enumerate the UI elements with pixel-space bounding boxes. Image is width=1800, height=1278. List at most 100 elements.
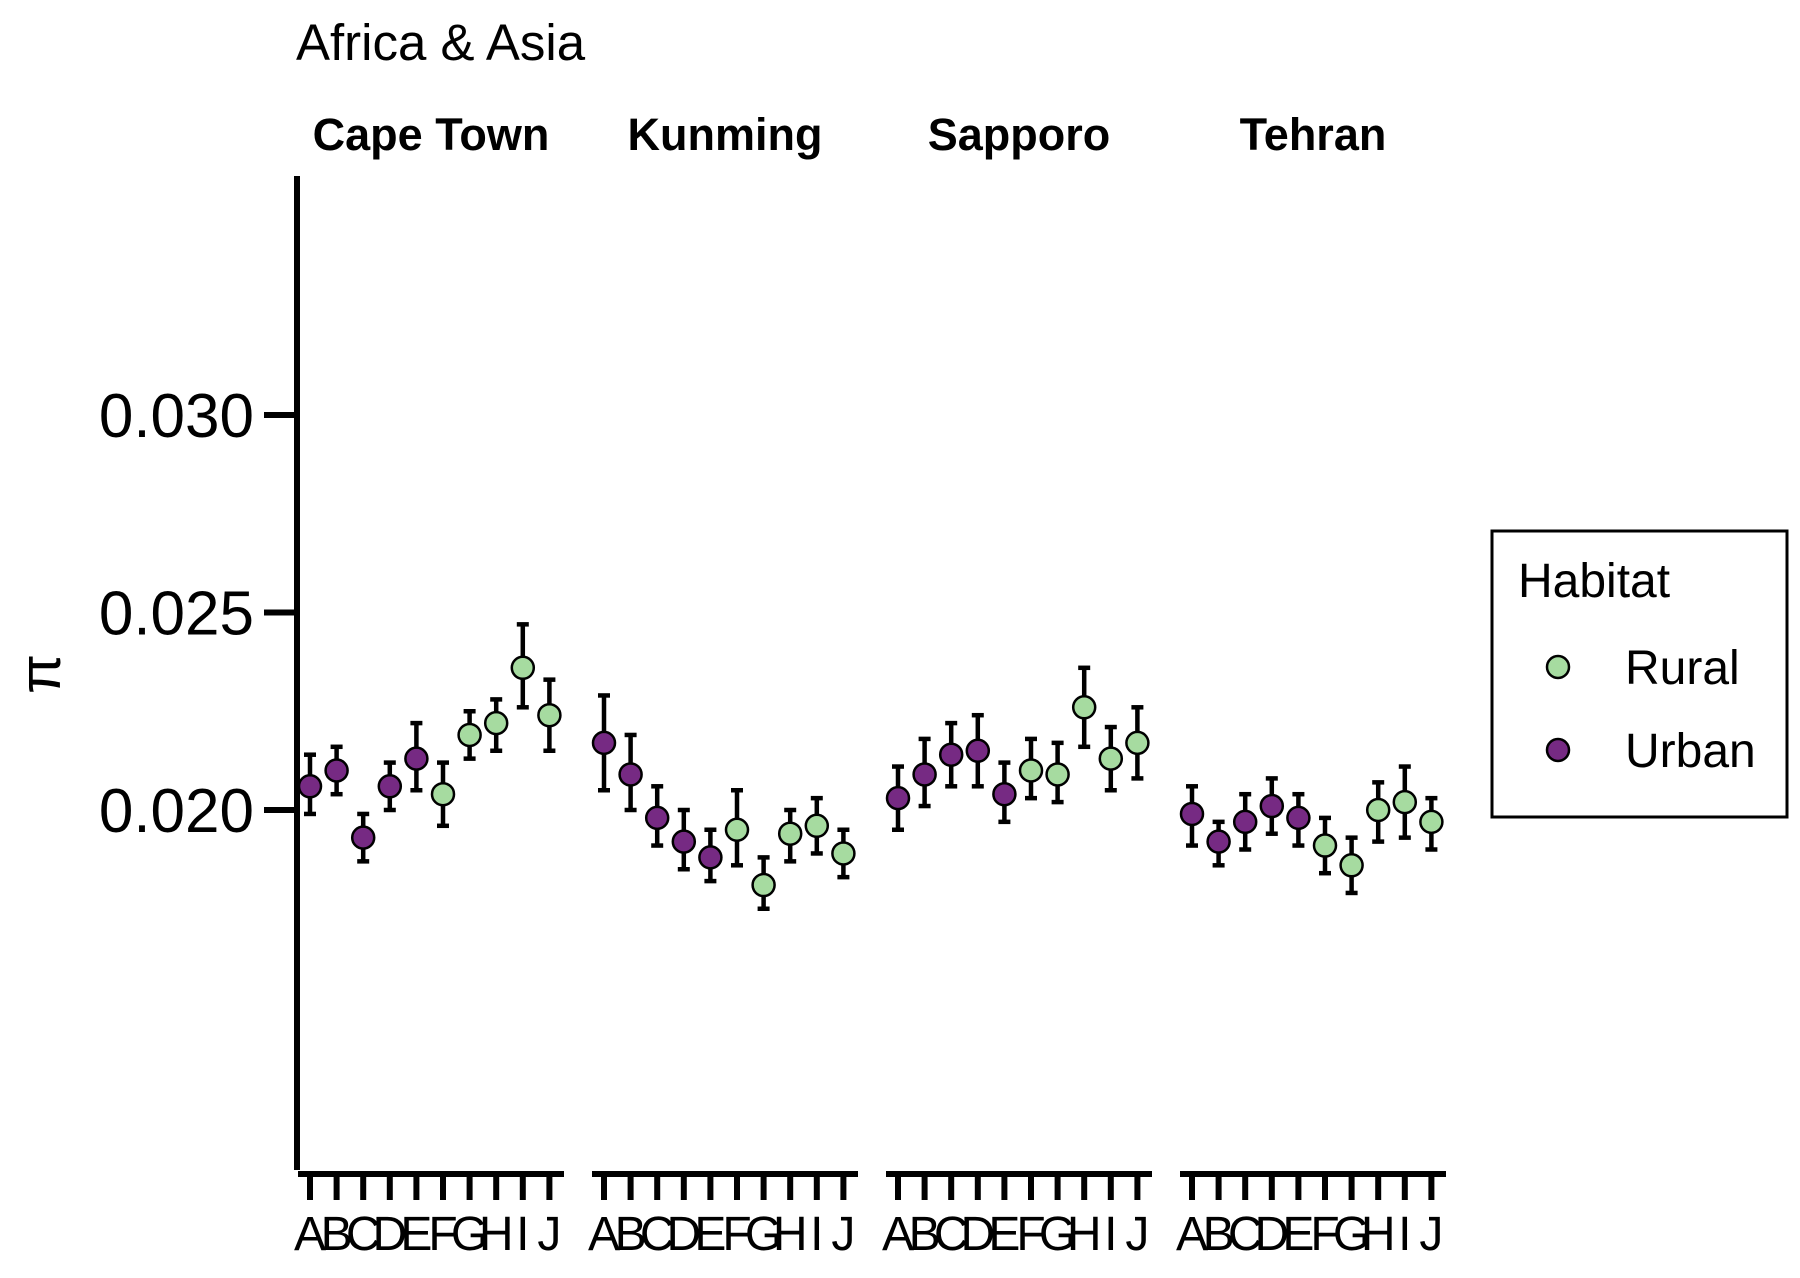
x-tick-label: E xyxy=(988,1208,1020,1261)
x-tick-label: H xyxy=(1067,1208,1102,1261)
data-point-urban xyxy=(591,730,617,756)
facet-label: Tehran xyxy=(1240,109,1387,160)
data-point-rural xyxy=(1071,695,1097,720)
x-tick-label: B xyxy=(321,1208,353,1261)
x-tick-label: G xyxy=(1039,1208,1076,1261)
data-point-urban xyxy=(912,762,937,787)
x-tick-label: F xyxy=(722,1208,751,1261)
x-tick-label: J xyxy=(1419,1208,1443,1261)
data-point-urban xyxy=(992,781,1017,807)
data-point-rural xyxy=(1365,797,1391,823)
x-tick-label: C xyxy=(346,1208,381,1261)
y-tick-label: 0.025 xyxy=(99,580,254,649)
data-point-rural xyxy=(1045,762,1070,787)
y-tick-label: 0.030 xyxy=(99,382,254,451)
data-point-rural xyxy=(537,702,562,728)
data-point-urban xyxy=(885,785,911,811)
data-point-rural xyxy=(510,655,536,681)
data-point-urban xyxy=(618,762,643,787)
data-point-urban xyxy=(671,829,697,854)
x-tick-label: J xyxy=(537,1208,561,1261)
x-tick-label: H xyxy=(479,1208,514,1261)
x-tick-label: J xyxy=(1125,1208,1149,1261)
data-point-rural xyxy=(1419,809,1444,835)
x-tick-label: F xyxy=(1310,1208,1339,1261)
facet-label: Sapporo xyxy=(928,109,1111,160)
data-point-rural xyxy=(1339,853,1364,878)
x-tick-label: G xyxy=(451,1208,488,1261)
x-tick-label: E xyxy=(694,1208,726,1261)
x-tick-label: A xyxy=(588,1208,620,1261)
x-tick-label: H xyxy=(1361,1208,1396,1261)
data-point-urban xyxy=(377,774,403,799)
x-tick-label: A xyxy=(882,1208,914,1261)
data-point-urban xyxy=(965,738,991,763)
x-tick-label: I xyxy=(810,1208,823,1261)
x-tick-label: G xyxy=(1333,1208,1370,1261)
data-point-urban xyxy=(324,758,349,783)
data-point-rural xyxy=(1125,730,1150,756)
data-point-urban xyxy=(1179,801,1205,827)
data-point-rural xyxy=(430,781,456,807)
data-point-rural xyxy=(1018,758,1044,783)
chart-title: Africa & Asia xyxy=(296,14,586,71)
data-point-urban xyxy=(644,805,670,831)
legend-box xyxy=(1490,529,1789,819)
x-tick-label: G xyxy=(745,1208,782,1261)
x-tick-label: D xyxy=(1254,1208,1289,1261)
legend-key-rural xyxy=(1545,654,1571,680)
x-tick-label: B xyxy=(1203,1208,1235,1261)
x-tick-label: D xyxy=(372,1208,407,1261)
x-tick-label: I xyxy=(1104,1208,1117,1261)
data-point-urban xyxy=(1206,829,1231,854)
data-point-rural xyxy=(1392,789,1418,815)
data-point-rural xyxy=(457,722,482,748)
x-tick-label: C xyxy=(640,1208,675,1261)
legend-title: Habitat xyxy=(1518,555,1670,608)
y-axis: 0.020 0.025 0.030 xyxy=(99,382,297,846)
legend-label-urban: Urban xyxy=(1625,725,1756,778)
y-tick-label: 0.020 xyxy=(99,777,254,846)
x-tick-label: F xyxy=(1016,1208,1045,1261)
legend-key-urban xyxy=(1545,737,1571,763)
x-tick-label: D xyxy=(960,1208,995,1261)
data-point-rural xyxy=(831,841,856,866)
x-tick-label: E xyxy=(1282,1208,1314,1261)
x-tick-label: A xyxy=(294,1208,326,1261)
facet-label: Kunming xyxy=(628,109,823,160)
x-tick-label: C xyxy=(934,1208,969,1261)
data-point-urban xyxy=(350,825,376,850)
x-tick-label: C xyxy=(1228,1208,1263,1261)
data-point-rural xyxy=(724,817,750,842)
data-point-rural xyxy=(777,821,803,846)
data-point-urban xyxy=(1286,805,1311,831)
x-tick-label: F xyxy=(428,1208,457,1261)
x-tick-label: H xyxy=(773,1208,808,1261)
data-point-urban xyxy=(1232,809,1258,835)
x-tick-label: B xyxy=(615,1208,647,1261)
x-tick-label: B xyxy=(909,1208,941,1261)
x-tick-label: A xyxy=(1176,1208,1208,1261)
data-point-urban xyxy=(698,845,723,870)
data-point-urban xyxy=(404,746,429,771)
data-point-rural xyxy=(483,710,509,736)
y-axis-label: π xyxy=(8,654,73,694)
legend-label-rural: Rural xyxy=(1625,642,1740,695)
facet-label: Cape Town xyxy=(313,109,550,160)
x-tick-label: I xyxy=(1398,1208,1411,1261)
x-tick-label: D xyxy=(666,1208,701,1261)
legend: Habitat Rural Urban xyxy=(1490,529,1789,819)
data-point-rural xyxy=(1312,833,1338,858)
data-point-urban xyxy=(1259,793,1285,819)
x-tick-label: E xyxy=(400,1208,432,1261)
data-point-urban xyxy=(938,742,964,767)
data-point-urban xyxy=(297,774,323,799)
data-point-rural xyxy=(1098,746,1124,771)
x-tick-label: J xyxy=(831,1208,855,1261)
x-tick-label: I xyxy=(516,1208,529,1261)
